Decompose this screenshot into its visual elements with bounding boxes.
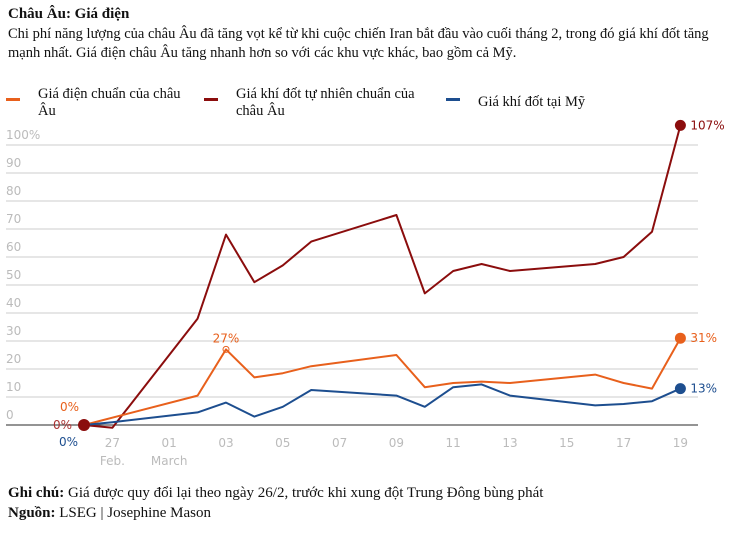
series-line bbox=[83, 383, 681, 426]
x-tick-label: 05 bbox=[275, 436, 290, 450]
legend-swatch bbox=[204, 98, 218, 101]
end-label: 13% bbox=[690, 382, 717, 396]
start-marker bbox=[78, 419, 90, 431]
x-tick-sublabel: March bbox=[151, 454, 188, 468]
peak-label: 27% bbox=[213, 331, 240, 345]
x-tick-label: 13 bbox=[502, 436, 517, 450]
x-tick-label: 07 bbox=[332, 436, 347, 450]
end-label: 107% bbox=[690, 118, 724, 132]
x-tick-sublabel: Feb. bbox=[100, 454, 125, 468]
end-marker bbox=[674, 119, 686, 131]
x-tick-label: 11 bbox=[446, 436, 461, 450]
end-label: 31% bbox=[690, 331, 717, 345]
x-tick-label: 03 bbox=[218, 436, 233, 450]
chart-title: Châu Âu: Giá điện bbox=[8, 6, 130, 22]
y-tick-label: 90 bbox=[6, 156, 21, 170]
x-tick-label: 09 bbox=[389, 436, 404, 450]
legend-item-eu-gas: Giá khí đốt tự nhiên chuẩn của châu Âu bbox=[204, 86, 444, 120]
series-line bbox=[83, 337, 682, 426]
legend-swatch bbox=[446, 98, 460, 101]
end-marker bbox=[674, 332, 686, 344]
x-tick-label: 27 bbox=[105, 436, 120, 450]
series-line bbox=[83, 125, 682, 429]
y-tick-label: 0 bbox=[6, 408, 14, 422]
y-tick-label: 70 bbox=[6, 212, 21, 226]
y-tick-label: 30 bbox=[6, 324, 21, 338]
start-label: 0% bbox=[60, 400, 79, 414]
y-tick-label: 60 bbox=[6, 240, 21, 254]
legend-label: Giá khí đốt tự nhiên chuẩn của châu Âu bbox=[236, 86, 415, 119]
x-tick-label: 19 bbox=[673, 436, 688, 450]
legend-swatch bbox=[6, 98, 20, 101]
y-tick-label: 40 bbox=[6, 296, 21, 310]
legend-label: Giá điện chuẩn của châu Âu bbox=[38, 86, 181, 119]
legend-item-us-gas: Giá khí đốt tại Mỹ bbox=[446, 86, 666, 111]
x-tick-label: 17 bbox=[616, 436, 631, 450]
legend-item-eu-electricity: Giá điện chuẩn của châu Âu bbox=[6, 86, 196, 120]
source-text: LSEG | Josephine Mason bbox=[55, 505, 212, 521]
y-tick-label: 80 bbox=[6, 184, 21, 198]
peak-marker bbox=[222, 345, 230, 353]
x-tick-label: 15 bbox=[559, 436, 574, 450]
y-tick-label: 20 bbox=[6, 352, 21, 366]
source-label: Nguồn: bbox=[8, 505, 56, 521]
note-label: Ghi chú: bbox=[8, 485, 65, 501]
note: Ghi chú: Giá được quy đổi lại theo ngày … bbox=[8, 485, 543, 502]
start-label: 0% bbox=[59, 435, 78, 449]
end-marker bbox=[674, 383, 686, 395]
x-tick-label: 01 bbox=[162, 436, 177, 450]
chart-subtitle: Chi phí năng lượng của châu Âu đã tăng v… bbox=[8, 26, 709, 61]
y-tick-label: 50 bbox=[6, 268, 21, 282]
y-tick-label: 100% bbox=[6, 128, 40, 142]
legend-label: Giá khí đốt tại Mỹ bbox=[478, 94, 586, 110]
source: Nguồn: LSEG | Josephine Mason bbox=[8, 505, 211, 522]
note-text: Giá được quy đổi lại theo ngày 26/2, trư… bbox=[64, 485, 544, 501]
y-tick-label: 10 bbox=[6, 380, 21, 394]
start-label: 0% bbox=[53, 418, 72, 432]
